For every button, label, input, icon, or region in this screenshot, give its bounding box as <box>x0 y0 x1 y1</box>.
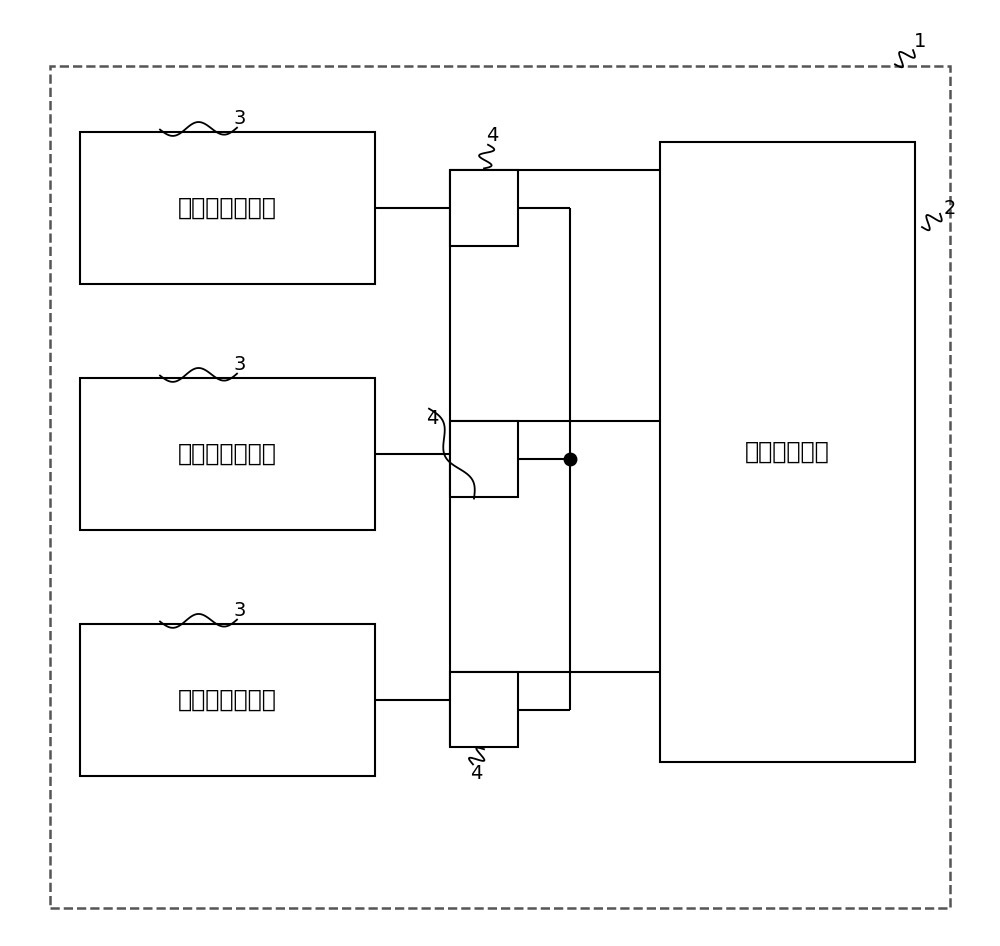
Bar <box>450 421 518 497</box>
Text: 2: 2 <box>944 199 956 218</box>
Text: 3: 3 <box>234 355 246 374</box>
Text: 3: 3 <box>234 601 246 620</box>
Text: 4: 4 <box>470 764 482 783</box>
Text: 3: 3 <box>234 109 246 128</box>
Bar <box>660 142 915 762</box>
Text: 激光发生器芯片: 激光发生器芯片 <box>178 442 277 466</box>
Text: 4: 4 <box>426 409 438 428</box>
Text: 控制驱动芯片: 控制驱动芯片 <box>745 440 830 464</box>
Text: 1: 1 <box>914 32 926 51</box>
Text: 4: 4 <box>486 126 498 145</box>
Bar <box>450 672 518 747</box>
Bar <box>80 132 375 284</box>
Text: 激光发生器芯片: 激光发生器芯片 <box>178 688 277 712</box>
Text: 激光发生器芯片: 激光发生器芯片 <box>178 196 277 220</box>
Bar <box>80 624 375 776</box>
Bar <box>450 170 518 246</box>
Bar <box>80 378 375 530</box>
Bar <box>50 66 950 908</box>
